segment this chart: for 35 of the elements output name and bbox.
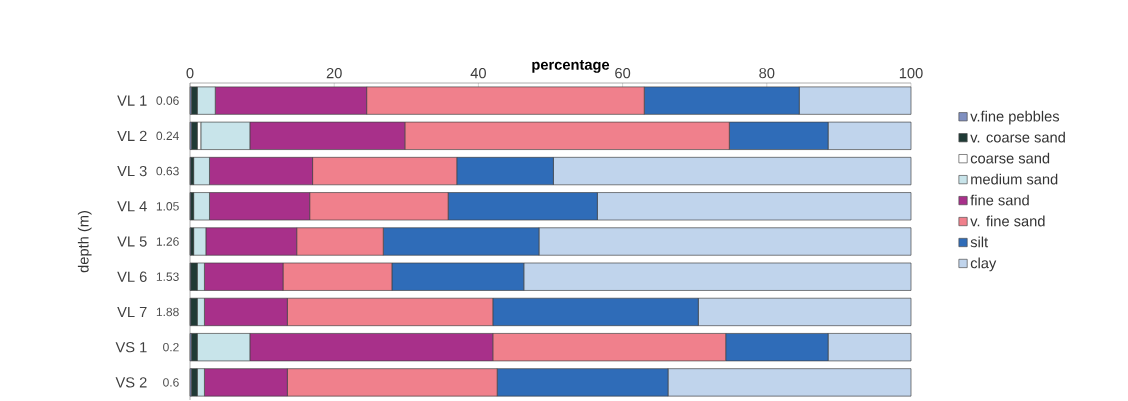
text: 1.53 [156, 272, 179, 281]
y-tick-label: VL 4 [117, 201, 147, 212]
x-tick-label: 60 [615, 67, 631, 79]
legend-label: v. coarse sand [970, 131, 1065, 143]
y-tick-label: VL 1 [117, 95, 147, 106]
x-axis-title: percentage [532, 60, 610, 73]
text: 1.26 [156, 237, 179, 246]
legend-label: medium sand [971, 173, 1058, 185]
text: 0.06 [156, 96, 179, 105]
text: 0.6 [163, 378, 179, 387]
y-axis-title: depth (m) [77, 211, 92, 273]
bar [191, 121, 198, 150]
text: 1.05 [156, 202, 179, 211]
y-tick-label: VS 1 [115, 342, 147, 353]
text: 1.88 [156, 307, 179, 317]
x-tick-label: 100 [899, 67, 923, 79]
text: 0.2 [163, 342, 179, 352]
legend-label: fine sand [970, 194, 1029, 206]
legend-label: v. fine sand [970, 215, 1045, 227]
x-tick-label: 80 [759, 67, 775, 79]
y-tick-label: VL 3 [117, 165, 147, 177]
x-tick-label: 20 [326, 67, 342, 79]
y-tick-label: VS 2 [115, 377, 147, 388]
y-tick-label: VL 6 [117, 271, 147, 282]
legend-label: v.fine pebbles [970, 110, 1060, 125]
legend-label: coarse sand [970, 152, 1050, 164]
x-tick-label: 40 [470, 67, 486, 79]
y-tick-label: VL 2 [117, 130, 147, 141]
text: 0.63 [156, 166, 179, 176]
legend-label: silt [970, 236, 989, 248]
y-tick-label: VL 5 [117, 236, 147, 247]
text: 0.24 [156, 131, 179, 141]
x-tick-label: 0 [186, 67, 194, 79]
legend-label: clay [970, 257, 997, 272]
y-tick-label: VL 7 [117, 306, 147, 317]
